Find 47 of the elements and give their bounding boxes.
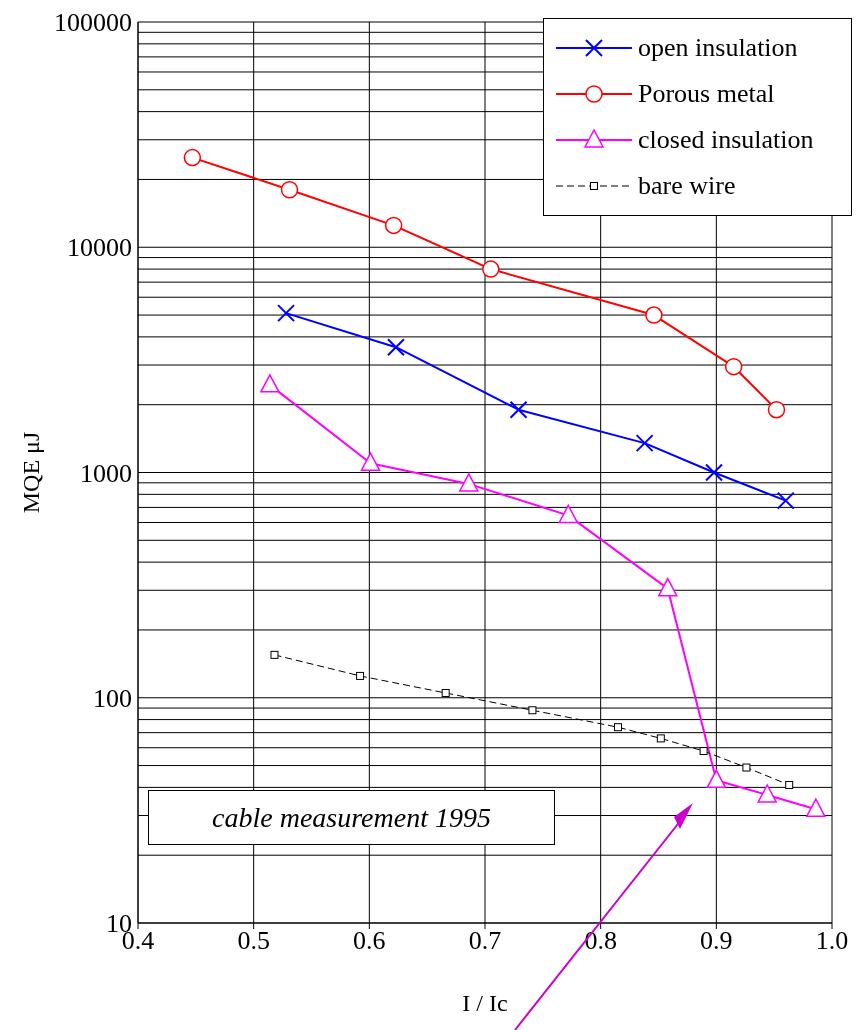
point <box>757 784 777 803</box>
point <box>635 434 654 453</box>
point <box>441 688 450 697</box>
annotation: cable measurement 1995 <box>212 801 491 834</box>
y-tick-label: 1000 <box>80 458 132 488</box>
x-tick-label: 0.6 <box>353 926 386 956</box>
x-tick-label: 0.8 <box>584 926 617 956</box>
x-tick-label: 0.9 <box>700 926 733 956</box>
x-tick-label: 0.7 <box>468 926 502 956</box>
point <box>509 400 528 419</box>
x-tick-label: 0.5 <box>237 926 270 956</box>
point <box>656 734 665 743</box>
point <box>459 473 479 492</box>
y-axis-title: MQE μJ <box>17 431 44 514</box>
point <box>706 769 727 789</box>
point <box>482 260 500 278</box>
point <box>785 780 794 789</box>
legend-label: bare wire <box>638 171 736 201</box>
point <box>528 706 537 715</box>
point <box>360 452 381 471</box>
point <box>558 504 579 524</box>
point <box>645 306 663 324</box>
legend-label: open insulation <box>638 33 798 63</box>
y-tick-label: 100 <box>93 683 132 713</box>
point <box>183 148 202 167</box>
point <box>742 763 751 772</box>
point <box>356 671 365 680</box>
point <box>699 747 708 756</box>
point <box>280 181 299 199</box>
point <box>270 650 279 659</box>
point <box>384 216 403 235</box>
point <box>658 577 678 597</box>
point <box>614 723 623 732</box>
legend-label: closed insulation <box>638 125 814 155</box>
point <box>767 400 786 419</box>
point <box>806 798 826 817</box>
point <box>776 491 795 510</box>
point <box>260 374 280 393</box>
point <box>277 304 296 323</box>
point <box>724 357 743 376</box>
point <box>386 338 405 357</box>
y-tick-label: 10000 <box>67 233 132 263</box>
x-tick-label: 1.0 <box>815 926 849 956</box>
y-tick-label: 100000 <box>54 8 132 38</box>
point <box>705 463 724 482</box>
x-axis-title: I / Ic <box>462 990 508 1016</box>
legend-label: Porous metal <box>638 79 775 109</box>
